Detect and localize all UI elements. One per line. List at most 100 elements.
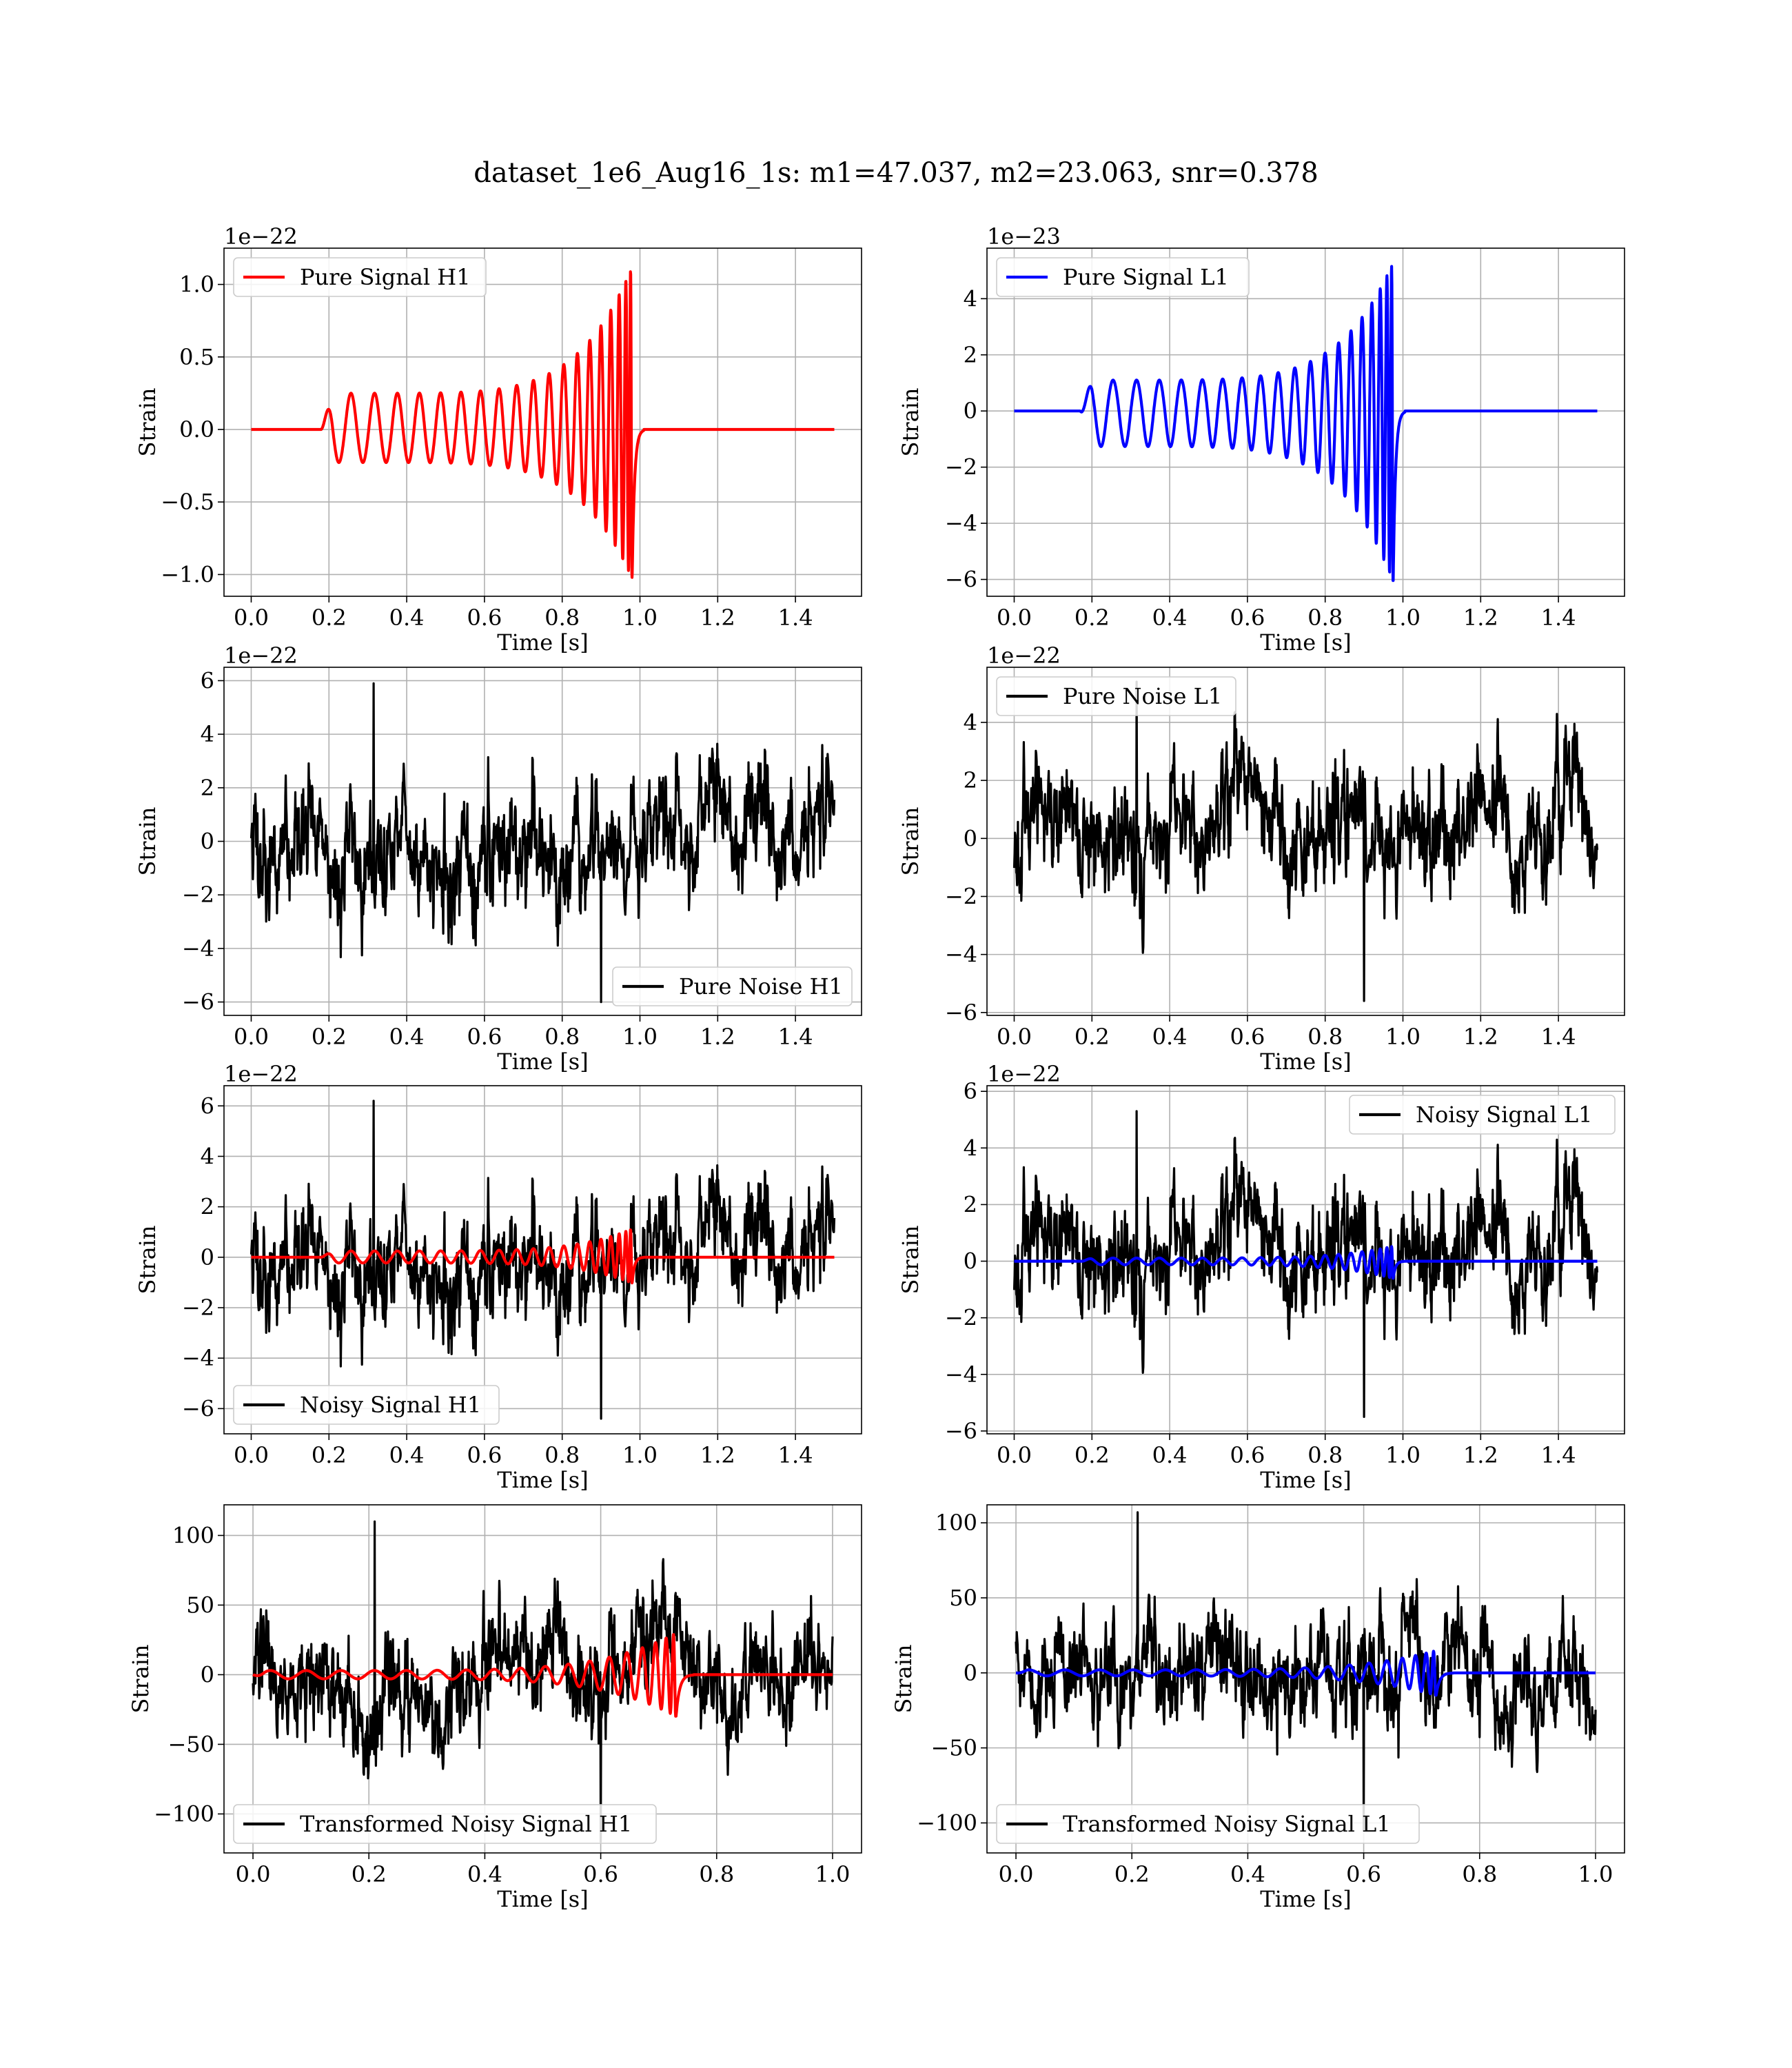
y-tick-label: 0 [964, 1248, 977, 1275]
y-tick-label: 4 [201, 721, 214, 747]
y-axis-label: Strain [897, 388, 924, 457]
y-tick-label: 100 [172, 1522, 214, 1548]
axes-frame [986, 1085, 1625, 1435]
series-line-transformed-noisy-signal-l1 [1015, 1511, 1597, 1832]
series-line-pure-signal-h1 [250, 270, 836, 579]
y-tick-label: 2 [964, 1191, 977, 1217]
axes-frame [223, 1085, 862, 1435]
x-tick-label: 1.4 [1541, 605, 1576, 631]
panel-transformed-noisy-signal-l1: 0.0 0.2 0.4 0.6 0.8 1.0 −100 −50 0 50 100 Time [s] S… [890, 1504, 1625, 1912]
y-tick-label: −6 [182, 1395, 214, 1421]
y-axis-label: Strain [897, 807, 924, 876]
x-tick-label: 0.2 [312, 1442, 347, 1468]
x-tick-label: 0.4 [389, 1024, 425, 1050]
series-line-transformed-noisy-signal-h1 [252, 1520, 834, 1843]
y-tick-label: 0 [964, 825, 977, 851]
series-line-noisy-signal-h1 [250, 1099, 836, 1420]
x-tick-label: 0.0 [997, 605, 1032, 631]
y-tick-label: 0.0 [179, 416, 214, 443]
y-tick-label: 100 [935, 1510, 977, 1536]
panel-pure-noise-l1: 0.0 0.2 0.4 0.6 0.8 1.0 1.2 1.4 −6 −4 −2 0 2 4 Time [s… [897, 642, 1625, 1075]
series-group [250, 270, 836, 579]
legend: Transformed Noisy Signal H1 [233, 1804, 657, 1844]
x-axis-label: Time [s] [497, 1886, 588, 1912]
x-tick-label: 0.2 [312, 605, 347, 631]
legend-label: Pure Signal H1 [300, 264, 471, 290]
x-tick-label: 0.6 [467, 1024, 502, 1050]
x-tick-label: 1.4 [778, 605, 813, 631]
x-tick-label: 1.0 [1385, 1442, 1421, 1468]
x-tick-label: 0.2 [352, 1861, 387, 1887]
legend: Noisy Signal L1 [1349, 1095, 1616, 1135]
legend-box [996, 676, 1236, 716]
axes-frame [223, 247, 862, 597]
axis-offset-label: 1e−22 [987, 642, 1061, 669]
series-line-overlay-1 [1012, 1245, 1599, 1280]
y-axis-label: Strain [890, 1645, 917, 1714]
y-tick-label: −6 [182, 989, 214, 1015]
y-tick-label: 0 [201, 829, 214, 855]
x-tick-label: 1.0 [622, 605, 658, 631]
x-tick-label: 1.4 [778, 1442, 813, 1468]
legend: Transformed Noisy Signal L1 [996, 1804, 1420, 1844]
y-tick-label: −4 [182, 1345, 214, 1371]
x-tick-label: 0.0 [234, 1442, 269, 1468]
x-tick-label: 0.4 [467, 1861, 502, 1887]
series-line-overlay-1 [1015, 1650, 1597, 1697]
y-tick-label: 1.0 [179, 272, 214, 298]
series-line-pure-noise-l1 [1012, 680, 1599, 1002]
legend-label: Noisy Signal L1 [1416, 1102, 1593, 1128]
y-tick-label: −2 [945, 1305, 977, 1331]
y-tick-label: −6 [945, 1000, 977, 1026]
x-tick-label: 1.2 [700, 605, 735, 631]
y-tick-label: −4 [945, 942, 977, 968]
y-tick-label: −6 [945, 567, 977, 593]
y-tick-label: 0 [964, 1660, 977, 1686]
y-tick-label: −0.5 [161, 489, 214, 515]
x-tick-label: 1.0 [1385, 605, 1421, 631]
series-group [252, 1520, 834, 1843]
axes-frame [986, 667, 1625, 1016]
series-line-overlay-1 [250, 1228, 836, 1285]
x-tick-label: 0.6 [467, 605, 502, 631]
legend-label: Transformed Noisy Signal L1 [1063, 1811, 1391, 1837]
legend: Pure Noise L1 [996, 676, 1236, 716]
y-tick-label: 2 [964, 767, 977, 793]
x-tick-label: 0.0 [997, 1024, 1032, 1050]
series-line-pure-noise-h1 [250, 682, 836, 1004]
y-tick-label: 4 [201, 1143, 214, 1169]
axis-offset-label: 1e−22 [224, 223, 298, 250]
series-group [1015, 1511, 1597, 1832]
x-tick-label: 0.6 [1230, 1442, 1265, 1468]
x-axis-label: Time [s] [497, 1048, 588, 1075]
series-group [1012, 265, 1599, 582]
panel-pure-signal-l1: 0.0 0.2 0.4 0.6 0.8 1.0 1.2 1.4 −6 −4 −2 0 2 4 Time [s… [897, 223, 1625, 656]
x-tick-label: 0.8 [1307, 605, 1343, 631]
y-tick-label: −4 [945, 510, 977, 536]
x-tick-label: 0.8 [544, 1024, 580, 1050]
x-tick-label: 0.4 [1152, 1442, 1188, 1468]
x-axis-label: Time [s] [1260, 1467, 1351, 1493]
x-tick-label: 0.2 [1075, 1024, 1110, 1050]
legend-box [233, 1804, 657, 1844]
y-tick-label: −4 [945, 1361, 977, 1388]
x-tick-label: 1.0 [622, 1024, 658, 1050]
y-tick-label: 6 [964, 1078, 977, 1104]
legend-box [1349, 1095, 1616, 1135]
x-axis-label: Time [s] [1260, 1048, 1351, 1075]
axes-frame [223, 1504, 862, 1854]
axes-frame [986, 247, 1625, 597]
y-axis-label: Strain [134, 807, 161, 876]
x-axis-label: Time [s] [1260, 629, 1351, 656]
y-tick-label: 0 [964, 398, 977, 424]
x-tick-label: 1.0 [1385, 1024, 1421, 1050]
y-tick-label: −100 [917, 1810, 977, 1836]
series-line-pure-signal-l1 [1012, 265, 1599, 582]
legend: Pure Signal H1 [233, 257, 487, 297]
x-tick-label: 0.2 [1075, 1442, 1110, 1468]
x-tick-label: 0.6 [467, 1442, 502, 1468]
x-tick-label: 0.2 [1114, 1861, 1150, 1887]
series-line-noisy-signal-l1 [1012, 1110, 1599, 1418]
legend-box [996, 257, 1250, 297]
y-tick-label: 2 [201, 1194, 214, 1220]
